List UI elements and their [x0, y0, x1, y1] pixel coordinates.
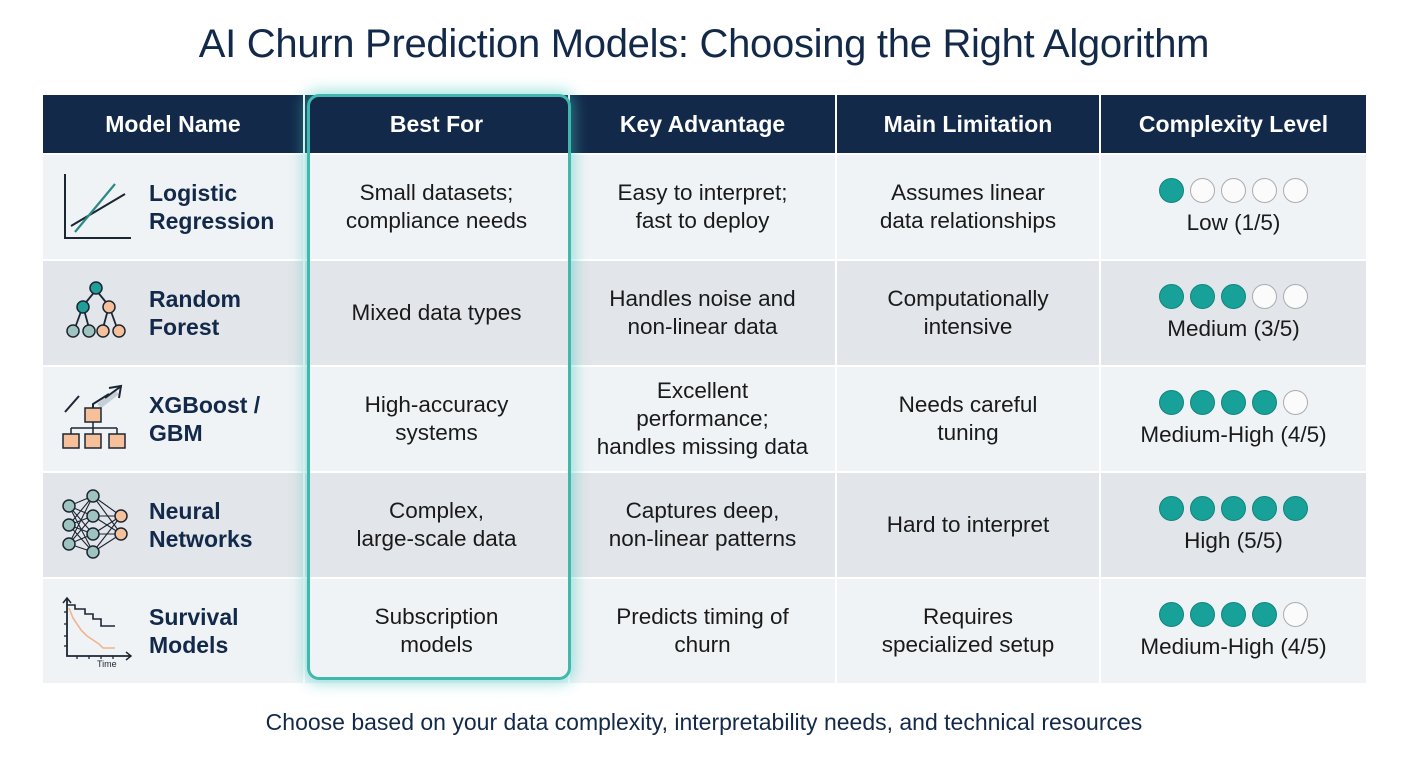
footer-note: Choose based on your data complexity, in…	[265, 709, 1143, 735]
rating-dot-filled-icon	[1190, 389, 1215, 415]
model-cell: Neural Networks	[43, 473, 305, 577]
complexity-cell: Medium-High (4/5)	[1101, 367, 1366, 471]
rating-dot-empty-icon	[1252, 177, 1277, 203]
survival-curve-icon: Time	[62, 596, 133, 668]
best-for-cell: Mixed data types	[305, 261, 570, 365]
rating-dot-filled-icon	[1190, 495, 1215, 521]
boosted-tree-icon	[62, 384, 126, 449]
best-for-cell: Subscription models	[305, 579, 570, 683]
complexity-label: Medium-High (4/5)	[1140, 421, 1327, 447]
line-chart-icon	[64, 174, 131, 239]
model-cell: XGBoost / GBM	[43, 367, 305, 471]
model-cell: Random Forest	[43, 261, 305, 365]
model-name: Neural Networks	[149, 498, 253, 552]
table-row: XGBoost / GBM High-accuracy systems Exce…	[43, 365, 1366, 471]
rating-dot-filled-icon	[1221, 495, 1246, 521]
limitation-cell: Assumes linear data relationships	[837, 155, 1101, 259]
model-cell: Logistic Regression	[43, 155, 305, 259]
limitation-cell: Computationally intensive	[837, 261, 1101, 365]
column-header-best-for: Best For	[305, 95, 570, 153]
model-name: Logistic Regression	[149, 180, 275, 234]
advantage-cell: Excellent performance; handles missing d…	[570, 367, 837, 471]
complexity-label: High (5/5)	[1184, 527, 1283, 553]
table-row: Time Survival Models Subscription models…	[43, 577, 1366, 683]
model-cell: Time Survival Models	[43, 579, 305, 683]
comparison-table: Model Name Best For Key Advantage Main L…	[43, 95, 1366, 683]
advantage-cell: Captures deep, non-linear patterns	[570, 473, 837, 577]
limitation-cell: Hard to interpret	[837, 473, 1101, 577]
table-row: Logistic Regression Small datasets; comp…	[43, 153, 1366, 259]
rating-dot-empty-icon	[1221, 177, 1246, 203]
advantage-cell: Easy to interpret; fast to deploy	[570, 155, 837, 259]
complexity-rating	[1159, 389, 1308, 415]
rating-dot-filled-icon	[1221, 283, 1246, 309]
column-header-model-name: Model Name	[43, 95, 305, 153]
complexity-rating	[1159, 177, 1308, 203]
rating-dot-filled-icon	[1252, 601, 1277, 627]
page-title: AI Churn Prediction Models: Choosing the…	[198, 22, 1210, 66]
complexity-rating	[1159, 283, 1308, 309]
best-for-cell: Small datasets; compliance needs	[305, 155, 570, 259]
model-name: XGBoost / GBM	[149, 392, 261, 446]
complexity-cell: Medium-High (4/5)	[1101, 579, 1366, 683]
table-row: Neural Networks Complex, large-scale dat…	[43, 471, 1366, 577]
model-name: Survival Models	[149, 604, 239, 658]
complexity-label: Medium (3/5)	[1167, 315, 1300, 341]
rating-dot-filled-icon	[1159, 283, 1184, 309]
advantage-cell: Predicts timing of churn	[570, 579, 837, 683]
rating-dot-filled-icon	[1283, 495, 1308, 521]
model-name: Random Forest	[149, 286, 241, 340]
advantage-cell: Handles noise and non-linear data	[570, 261, 837, 365]
rating-dot-empty-icon	[1283, 389, 1308, 415]
decision-tree-icon	[66, 281, 126, 338]
column-header-complexity-level: Complexity Level	[1138, 110, 1329, 137]
rating-dot-filled-icon	[1190, 601, 1215, 627]
rating-dot-empty-icon	[1283, 283, 1308, 309]
best-for-cell: Complex, large-scale data	[305, 473, 570, 577]
complexity-label: Medium-High (4/5)	[1140, 633, 1327, 659]
rating-dot-filled-icon	[1159, 495, 1184, 521]
neural-network-icon	[62, 489, 128, 559]
rating-dot-empty-icon	[1252, 283, 1277, 309]
column-header-main-limitation: Main Limitation	[837, 95, 1101, 153]
complexity-cell: High (5/5)	[1101, 473, 1366, 577]
rating-dot-empty-icon	[1190, 177, 1215, 203]
rating-dot-empty-icon	[1283, 177, 1308, 203]
rating-dot-filled-icon	[1252, 495, 1277, 521]
rating-dot-filled-icon	[1221, 601, 1246, 627]
table-header: Model Name Best For Key Advantage Main L…	[43, 95, 1366, 153]
column-header-key-advantage: Key Advantage	[570, 95, 837, 153]
rating-dot-empty-icon	[1283, 601, 1308, 627]
rating-dot-filled-icon	[1190, 283, 1215, 309]
rating-dot-filled-icon	[1221, 389, 1246, 415]
rating-dot-filled-icon	[1159, 601, 1184, 627]
complexity-rating	[1159, 495, 1308, 521]
rating-dot-filled-icon	[1159, 177, 1184, 203]
limitation-cell: Needs careful tuning	[837, 367, 1101, 471]
complexity-label: Low (1/5)	[1186, 209, 1281, 235]
rating-dot-filled-icon	[1252, 389, 1277, 415]
best-for-cell: High-accuracy systems	[305, 367, 570, 471]
complexity-rating	[1159, 601, 1308, 627]
complexity-cell: Medium (3/5)	[1101, 261, 1366, 365]
complexity-cell: Low (1/5)	[1101, 155, 1366, 259]
rating-dot-filled-icon	[1159, 389, 1184, 415]
limitation-cell: Requires specialized setup	[837, 579, 1101, 683]
time-axis-label: Time	[97, 659, 117, 668]
table-row: Random Forest Mixed data types Handles n…	[43, 259, 1366, 365]
